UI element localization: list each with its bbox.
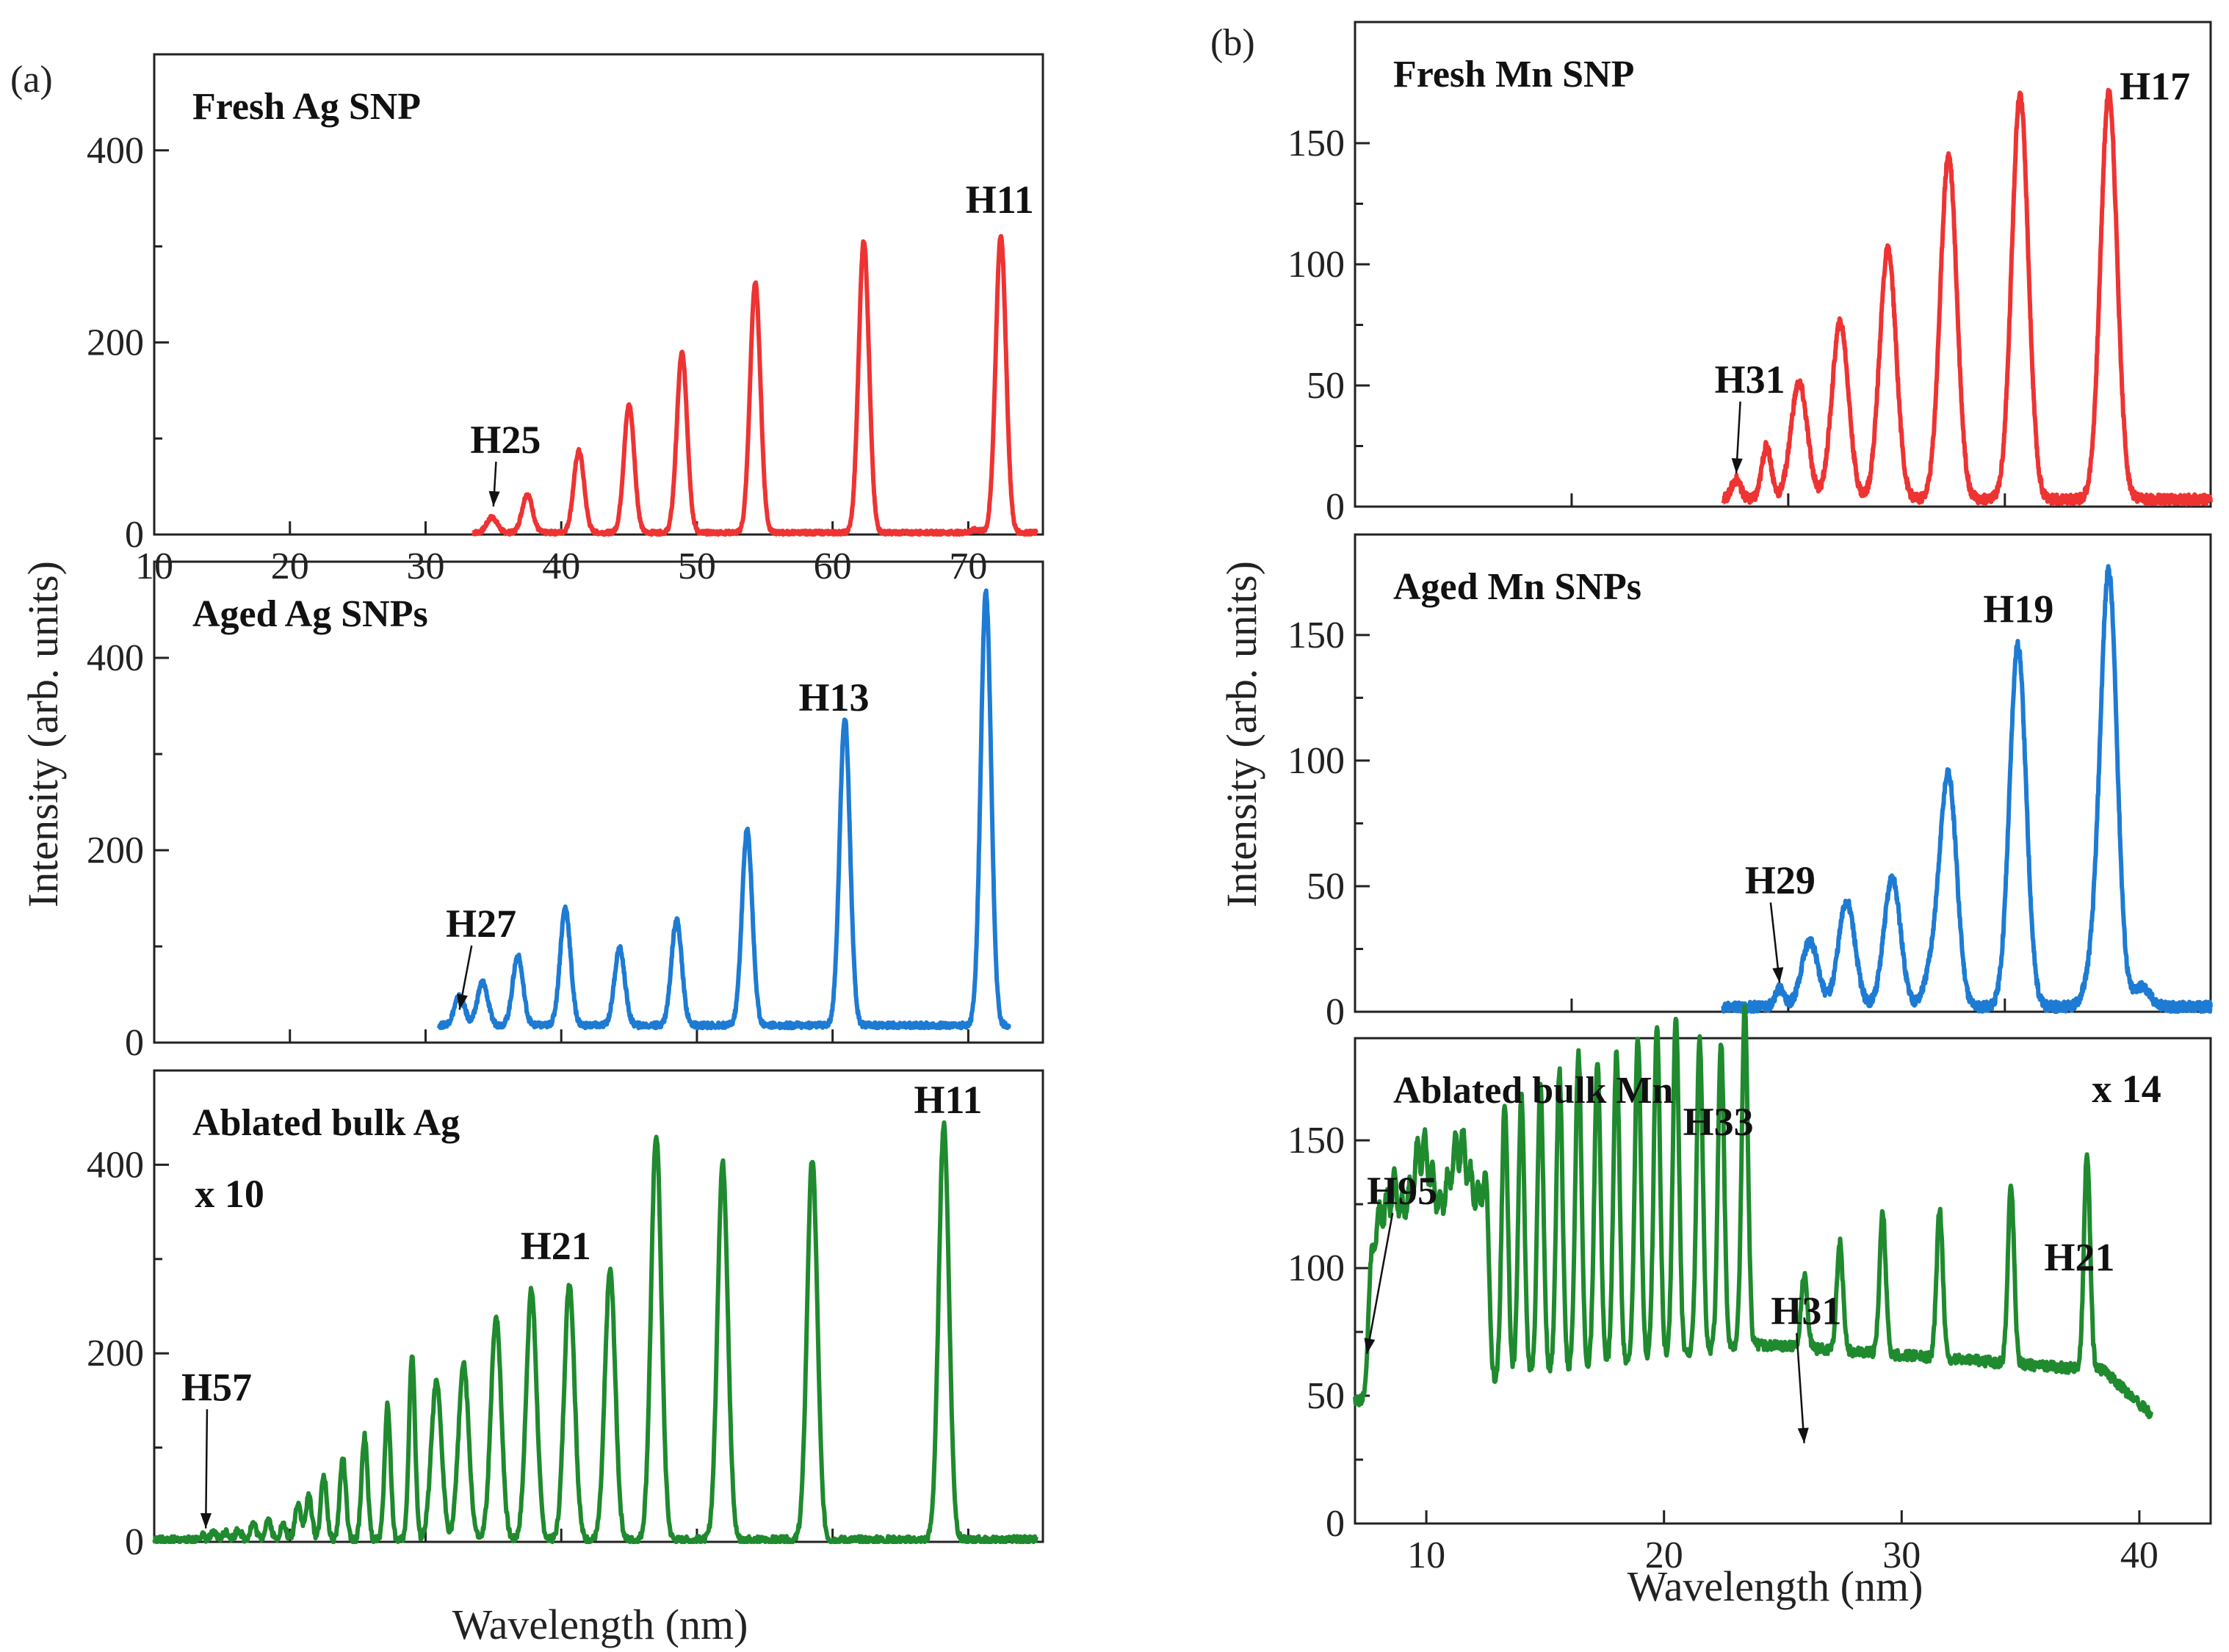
y-tick-label: 0 (1326, 486, 1345, 528)
annotation-label: H31 (1715, 358, 1785, 402)
spectrum-line (471, 233, 1038, 537)
plot-title: Ablated bulk Ag (192, 1102, 460, 1144)
y-tick-label: 200 (87, 322, 144, 363)
annotation-label: H11 (966, 178, 1034, 222)
y-tick-label: 100 (1287, 740, 1345, 782)
spectrum-line (152, 1120, 1038, 1544)
x-tick-label: 50 (678, 546, 716, 587)
plot-title: Fresh Ag SNP (192, 86, 421, 128)
x-tick-label: 20 (1645, 1535, 1683, 1576)
x-axis-label-a: Wavelength (nm) (452, 1601, 748, 1648)
y-tick-label: 100 (1287, 244, 1345, 286)
plot-frame (1354, 533, 2212, 1013)
y-tick-label: 150 (1287, 615, 1345, 656)
annotation-arrow (1365, 1212, 1394, 1355)
panel-label-b: (b) (1210, 22, 1255, 64)
annotation-label: H31 (1771, 1289, 1841, 1333)
annotation-arrowhead (488, 490, 500, 507)
y-tick-label: 400 (87, 1144, 144, 1186)
x-tick-label: 10 (1407, 1535, 1445, 1576)
annotation-arrow (204, 1409, 209, 1529)
annotation-label: H33 (1683, 1100, 1754, 1144)
annotation-label: H17 (2120, 65, 2190, 109)
annotation-label: H95 (1367, 1169, 1437, 1213)
x-axis-label-b: Wavelength (nm) (1628, 1562, 1923, 1610)
annotation-label: H27 (446, 902, 516, 946)
y-tick-label: 400 (87, 637, 144, 679)
panel-4: 0 50 100 150 Aged Mn SNPs H29 H19 (1287, 533, 2213, 1033)
plot-title: Fresh Mn SNP (1393, 54, 1634, 95)
y-tick-label: 150 (1287, 123, 1345, 164)
plot-title: Aged Ag SNPs (192, 593, 428, 635)
y-tick-label: 200 (87, 1333, 144, 1374)
annotation-arrowhead (1364, 1338, 1376, 1354)
y-tick-label: 0 (1326, 991, 1345, 1033)
annotation-label: H21 (2044, 1236, 2114, 1280)
panel-5: 0 50 100 150 10 20 30 40 Ablated bulk Mn H95 H33 H3… (1287, 1004, 2212, 1576)
annotation-label: x 14 (2092, 1067, 2161, 1111)
spectrum-line (1721, 564, 2213, 1014)
y-tick-label: 0 (125, 1022, 144, 1064)
annotation-label: H13 (798, 675, 869, 720)
x-tick-label: 40 (542, 546, 580, 587)
annotation-arrowhead (1772, 967, 1784, 983)
x-tick-label: 30 (406, 546, 444, 587)
y-tick-label: 50 (1307, 365, 1345, 407)
plot-frame (1354, 1037, 2212, 1525)
y-tick-label: 100 (1287, 1247, 1345, 1289)
y-axis-label-a: Intensity (arb. units) (19, 561, 67, 907)
y-tick-label: 400 (87, 130, 144, 172)
annotation-arrowhead (1731, 457, 1743, 474)
y-tick-label: 50 (1307, 1375, 1345, 1417)
x-tick-label: 30 (1882, 1535, 1921, 1576)
annotation-arrowhead (200, 1512, 212, 1529)
y-tick-label: 0 (1326, 1503, 1345, 1545)
y-tick-label: 50 (1307, 866, 1345, 907)
x-tick-label: 70 (949, 546, 987, 587)
annotation-label: H25 (470, 418, 541, 462)
x-tick-label: 60 (814, 546, 852, 587)
annotation-arrowhead (457, 993, 468, 1010)
panel-2: 0 200 400 Ablated bulk Ag H57 H21 H11 x 10 (87, 1069, 1044, 1563)
y-tick-label: 200 (87, 830, 144, 872)
annotation-label: H19 (1983, 587, 2053, 631)
annotation-arrow (1796, 1333, 1805, 1443)
plot-frame (153, 560, 1044, 1044)
annotation-label: x 10 (195, 1172, 264, 1216)
y-tick-label: 0 (125, 514, 144, 556)
annotation-label: H21 (521, 1224, 591, 1268)
plot-title: Ablated bulk Mn (1393, 1070, 1674, 1112)
x-tick-label: 20 (271, 546, 309, 587)
annotation-label: H11 (914, 1078, 983, 1122)
x-tick-label: 40 (2120, 1535, 2158, 1576)
panel-label-a: (a) (10, 59, 53, 101)
annotation-label: H57 (181, 1365, 252, 1409)
y-tick-label: 150 (1287, 1120, 1345, 1162)
plot-frame (153, 1069, 1044, 1543)
annotation-arrowhead (1797, 1427, 1809, 1443)
annotation-label: H29 (1745, 858, 1816, 902)
spectrum-line (1721, 87, 2213, 507)
spectrum-line (436, 588, 1011, 1031)
spectrum-line (1353, 1004, 2154, 1419)
panel-1: 0 200 400 Aged Ag SNPs H27 H13 (87, 560, 1044, 1064)
y-axis-label-b: Intensity (arb. units) (1218, 561, 1265, 907)
y-tick-label: 0 (125, 1521, 144, 1563)
plot-title: Aged Mn SNPs (1393, 566, 1641, 608)
panel-3: 0 50 100 150 Fresh Mn SNP H31 H17 (1287, 21, 2213, 528)
